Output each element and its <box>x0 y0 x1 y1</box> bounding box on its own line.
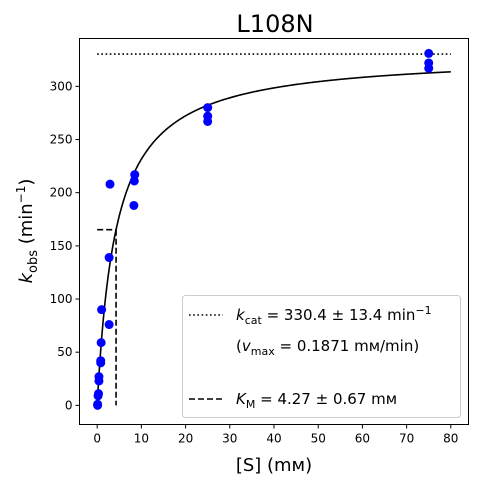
data-point <box>130 170 140 180</box>
legend-km-label: KM = 4.27 ± 0.67 mм <box>236 390 397 411</box>
data-point <box>104 253 114 263</box>
y-tick-label: 250 <box>50 133 73 147</box>
x-tick-label: 70 <box>399 432 414 446</box>
x-axis: 0 10 20 30 40 50 60 70 80 <box>93 424 458 446</box>
legend-box <box>182 295 461 418</box>
x-tick-label: 50 <box>311 432 326 446</box>
x-tick-label: 20 <box>178 432 193 446</box>
data-point <box>94 389 104 399</box>
x-tick-label: 30 <box>222 432 237 446</box>
data-point <box>93 399 103 409</box>
y-tick-label: 300 <box>50 79 73 93</box>
y-tick-label: 100 <box>50 292 73 306</box>
data-point <box>424 48 434 58</box>
data-point <box>104 320 114 330</box>
legend: kcat = 330.4 ± 13.4 min−1 (vmax = 0.1871… <box>182 295 461 418</box>
x-tick-label: 10 <box>134 432 149 446</box>
x-axis-label: [S] (mм) <box>236 455 312 476</box>
y-axis: 0 50 100 150 200 250 300 <box>50 79 80 412</box>
legend-vmax-label: (vmax = 0.1871 mм/min) <box>236 337 419 358</box>
legend-kcat-label: kcat = 330.4 ± 13.4 min−1 <box>236 304 432 327</box>
data-point <box>129 176 139 186</box>
y-tick-label: 0 <box>65 398 73 412</box>
x-tick-label: 60 <box>355 432 370 446</box>
chart-title: L108N <box>236 10 313 38</box>
x-tick-label: 0 <box>93 432 101 446</box>
x-tick-label: 40 <box>266 432 281 446</box>
data-point <box>96 338 106 348</box>
fit-lines <box>96 53 451 406</box>
data-point <box>105 179 115 189</box>
data-point <box>97 305 107 315</box>
data-point <box>96 356 106 366</box>
data-point <box>203 103 213 113</box>
y-tick-label: 150 <box>50 239 73 253</box>
data-point <box>129 200 139 210</box>
y-axis-label: kobs (min−1) <box>14 179 41 284</box>
data-point <box>94 372 104 382</box>
x-tick-label: 80 <box>443 432 458 446</box>
fit-curve <box>96 71 451 406</box>
data-points <box>93 48 434 410</box>
data-point <box>424 58 434 68</box>
data-point <box>203 111 213 121</box>
y-tick-label: 200 <box>50 186 73 200</box>
y-tick-label: 50 <box>57 345 72 359</box>
